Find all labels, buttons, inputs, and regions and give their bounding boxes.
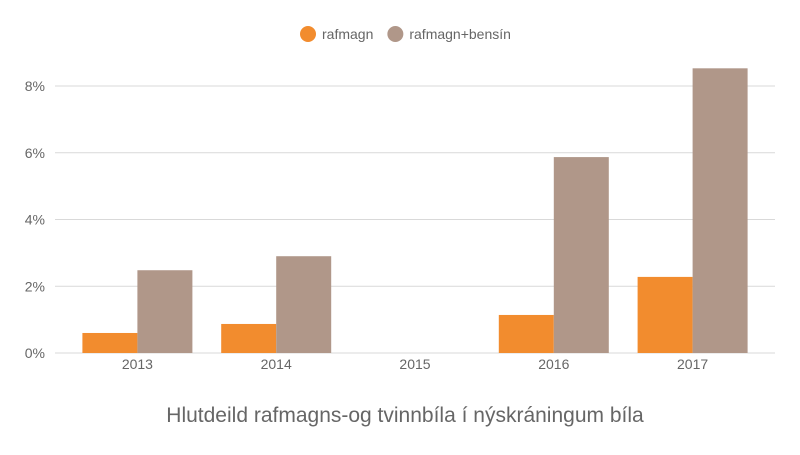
y-tick-label: 4% [25,212,45,228]
bars [82,68,748,353]
y-tick-label: 0% [25,345,45,361]
x-tick-label: 2014 [261,356,292,372]
chart-title: Hlutdeild rafmagns-og tvinnbíla í nýskrá… [166,404,644,427]
bar-rafmagn-2014 [221,323,277,353]
x-tick-label: 2016 [538,356,569,372]
x-tick-label: 2015 [399,356,430,372]
bar-rafmagn-2016 [498,314,554,353]
bar-rafmagn-2013 [82,332,138,353]
legend-label[interactable]: rafmagn [322,26,373,42]
x-tick-label: 2013 [122,356,153,372]
y-tick-label: 2% [25,278,45,294]
legend-marker [300,26,316,42]
bar-rafmagn-bens-n-2017 [692,68,748,353]
y-tick-label: 6% [25,145,45,161]
bar-rafmagn-bens-n-2016 [553,157,609,353]
bar-rafmagn-2017 [637,276,693,353]
x-axis: 2013 2014 2015 2016 2017 [122,356,709,372]
legend: rafmagn rafmagn+bensín [300,26,511,42]
bar-rafmagn-bens-n-2014 [276,256,332,353]
y-tick-label: 8% [25,78,45,94]
bar-rafmagn-bens-n-2013 [137,270,193,353]
legend-label[interactable]: rafmagn+bensín [409,26,511,42]
gridlines: 0% 2% 4% 6% 8% [25,78,775,361]
x-tick-label: 2017 [677,356,708,372]
legend-marker [387,26,404,42]
